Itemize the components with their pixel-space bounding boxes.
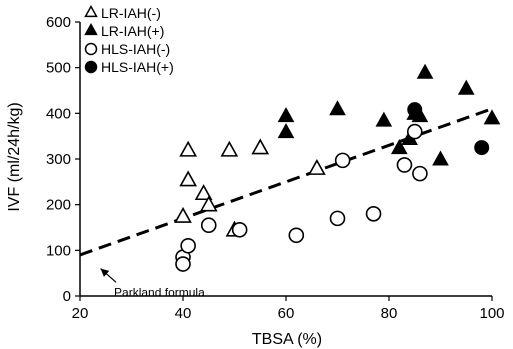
data-point: [375, 111, 393, 127]
series-0: [174, 138, 326, 237]
data-point: [277, 123, 295, 139]
data-point: [483, 109, 501, 125]
data-point: [194, 184, 213, 201]
data-point: [334, 152, 351, 169]
data-point: [416, 63, 434, 79]
y-tick-label: 100: [46, 242, 71, 259]
data-point: [179, 170, 198, 187]
legend-marker: [84, 42, 98, 56]
data-point: [231, 221, 248, 238]
data-point: [406, 123, 423, 140]
y-tick-label: 200: [46, 197, 71, 214]
series-2: [175, 123, 428, 272]
y-tick-label: 600: [46, 14, 71, 31]
data-point: [308, 158, 326, 175]
x-tick-label: 20: [72, 305, 89, 322]
annotation-label: Parkland formula: [114, 285, 205, 299]
legend-marker: [84, 4, 98, 18]
series-3: [407, 102, 490, 156]
annotation-arrowhead: [100, 268, 110, 277]
legend-marker: [84, 60, 98, 74]
x-axis-title: TBSA (%): [252, 331, 322, 348]
legend-label: LR-IAH(-): [101, 5, 161, 21]
y-tick-label: 0: [63, 288, 71, 305]
legend: LR-IAH(-) LR-IAH(+) HLS-IAH(-) HLS-IAH(+): [84, 4, 174, 75]
y-tick-label: 400: [46, 105, 71, 122]
parkland-reference-line: [79, 107, 493, 257]
reference-line-group: [79, 107, 493, 257]
legend-marker: [84, 22, 98, 36]
data-point: [329, 100, 346, 116]
data-point: [432, 150, 449, 166]
data-point: [199, 195, 218, 212]
legend-label: LR-IAH(+): [101, 23, 164, 39]
y-ticks: 0 100 200 300 400 500 600: [46, 14, 80, 305]
legend-label: HLS-IAH(-): [101, 41, 170, 57]
data-point: [457, 79, 475, 95]
data-point: [220, 140, 239, 157]
x-tick-label: 60: [278, 305, 295, 322]
data-point: [396, 157, 413, 173]
series-1: [277, 63, 501, 166]
y-axis-title: IVF (ml/24h/kg): [6, 102, 23, 211]
data-point: [180, 237, 196, 254]
data-point: [288, 227, 305, 244]
data-point: [174, 206, 192, 223]
data-point: [329, 210, 346, 227]
plot-area: 20 40 60 80 100 0 100 200 300 400 500 600: [46, 14, 505, 322]
data-points: [174, 63, 501, 272]
data-point: [474, 140, 490, 156]
x-tick-label: 40: [175, 305, 192, 322]
data-point: [179, 140, 198, 157]
x-ticks: 20 40 60 80 100: [72, 296, 505, 322]
legend-label: HLS-IAH(+): [101, 59, 174, 75]
data-point: [390, 139, 408, 155]
x-tick-label: 100: [479, 305, 504, 322]
y-tick-label: 500: [46, 60, 71, 77]
data-point: [277, 107, 295, 123]
data-point: [200, 217, 217, 234]
data-point: [407, 102, 423, 118]
data-point: [365, 206, 382, 222]
data-point: [175, 256, 191, 272]
annotation-group: Parkland formula: [100, 268, 205, 299]
data-point: [251, 138, 270, 155]
x-tick-label: 80: [381, 305, 398, 322]
data-point: [412, 165, 428, 182]
y-tick-label: 300: [46, 151, 71, 168]
